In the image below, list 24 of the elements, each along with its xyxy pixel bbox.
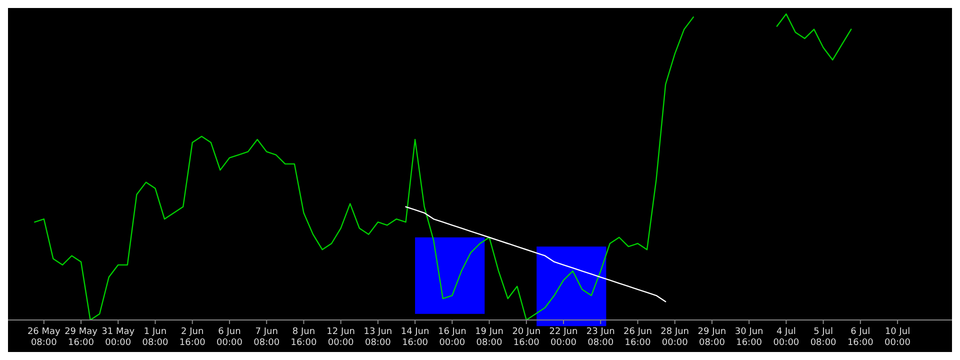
x-tick-label: 14 Jun 16:00 — [400, 327, 430, 348]
x-tick-label: 16 Jun 00:00 — [438, 327, 466, 348]
x-tick-label: 31 May 00:00 — [102, 327, 136, 348]
x-tick-label: 1 Jun 08:00 — [142, 327, 168, 348]
x-tick-label: 8 Jun 16:00 — [290, 327, 317, 348]
x-tick-label: 2 Jun 16:00 — [179, 327, 206, 348]
x-tick-label: 30 Jun 16:00 — [734, 327, 764, 348]
x-tick-label: 26 Jun 16:00 — [624, 327, 652, 348]
x-tick-label: 20 Jun 16:00 — [512, 327, 541, 348]
x-tick-label: 6 Jul 16:00 — [847, 327, 874, 348]
x-tick-label: 13 Jun 08:00 — [364, 327, 392, 348]
x-tick-label: 29 May 16:00 — [64, 327, 98, 348]
x-tick-label: 6 Jun 00:00 — [216, 327, 243, 348]
x-tick-label: 19 Jun 08:00 — [475, 327, 504, 348]
x-tick-label: 7 Jun 08:00 — [254, 327, 280, 348]
x-tick-label: 26 May 08:00 — [27, 327, 62, 348]
x-tick-label: 23 Jun 08:00 — [586, 327, 615, 348]
x-tick-label: 4 Jul 00:00 — [773, 327, 800, 348]
x-tick-label: 28 Jun 00:00 — [660, 327, 690, 348]
x-tick-label: 22 Jun 00:00 — [549, 327, 578, 348]
x-tick-label: 10 Jul 00:00 — [884, 327, 911, 348]
x-tick-label: 29 Jun 08:00 — [698, 327, 726, 348]
x-tick-label: 12 Jun 00:00 — [326, 327, 356, 348]
x-tick-label: 5 Jul 08:00 — [810, 327, 837, 348]
